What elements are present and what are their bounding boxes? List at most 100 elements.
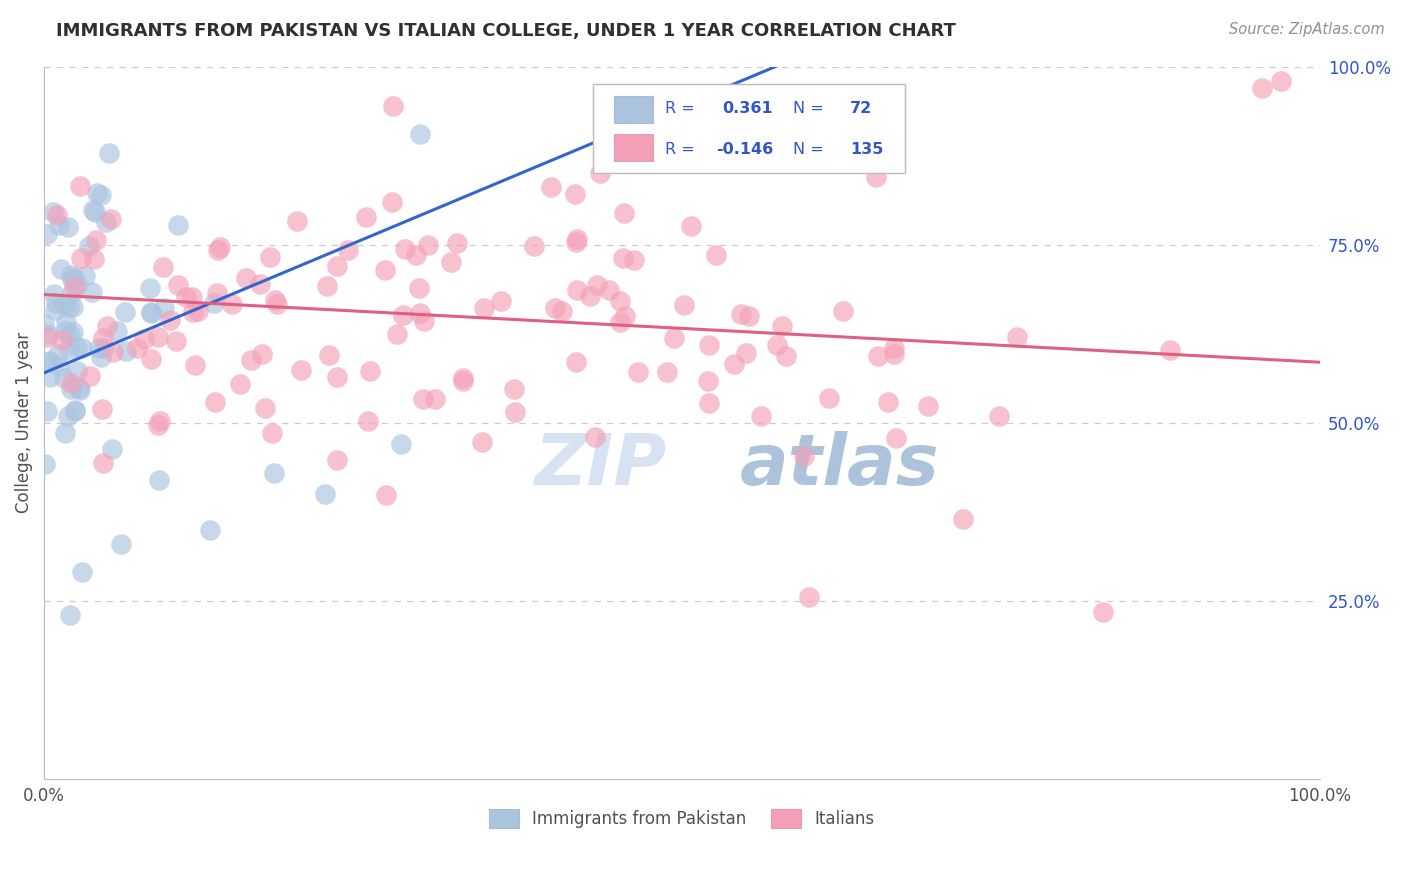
Point	[72, 566, 94, 580]
Point	[565, 283, 588, 297]
Point	[544, 301, 567, 316]
Point	[63, 403, 86, 417]
Point	[66, 364, 89, 378]
Point	[586, 278, 609, 293]
Point	[239, 352, 262, 367]
Point	[453, 371, 475, 385]
Point	[440, 254, 463, 268]
Point	[260, 425, 283, 440]
Point	[67, 381, 90, 395]
Point	[326, 370, 349, 384]
Text: IMMIGRANTS FROM PAKISTAN VS ITALIAN COLLEGE, UNDER 1 YEAR CORRELATION CHART: IMMIGRANTS FROM PAKISTAN VS ITALIAN COLL…	[56, 22, 956, 40]
Point	[56, 220, 79, 235]
Point	[883, 347, 905, 361]
Point	[472, 301, 495, 315]
Point	[46, 208, 69, 222]
Point	[44, 287, 66, 301]
Point	[357, 414, 380, 428]
Point	[139, 352, 162, 367]
Point	[738, 309, 761, 323]
Point	[90, 351, 112, 365]
Point	[565, 235, 588, 249]
Point	[60, 285, 83, 300]
Point	[318, 348, 340, 362]
Point	[75, 268, 97, 283]
Point	[326, 259, 349, 273]
Point	[58, 342, 80, 356]
Point	[69, 383, 91, 397]
Point	[817, 391, 839, 405]
Point	[39, 370, 62, 384]
Point	[832, 303, 855, 318]
Point	[374, 263, 396, 277]
Point	[392, 308, 415, 322]
Point	[613, 309, 636, 323]
Point	[627, 365, 650, 379]
Point	[37, 355, 59, 369]
Point	[589, 166, 612, 180]
Point	[141, 306, 163, 320]
Point	[775, 349, 797, 363]
Point	[540, 180, 562, 194]
Point	[91, 331, 114, 345]
Point	[148, 473, 170, 487]
Point	[53, 324, 76, 338]
Point	[207, 243, 229, 257]
Point	[70, 341, 93, 355]
Text: 72: 72	[851, 101, 873, 116]
Point	[662, 330, 685, 344]
Point	[730, 307, 752, 321]
Point	[354, 211, 377, 225]
Point	[48, 359, 70, 373]
Point	[39, 353, 62, 368]
Point	[285, 214, 308, 228]
Point	[884, 431, 907, 445]
Point	[876, 395, 898, 409]
Legend: Immigrants from Pakistan, Italians: Immigrants from Pakistan, Italians	[482, 802, 882, 835]
Text: -0.146: -0.146	[716, 142, 773, 157]
Point	[44, 302, 66, 317]
Point	[314, 487, 336, 501]
Y-axis label: College, Under 1 year: College, Under 1 year	[15, 332, 32, 513]
Point	[49, 262, 72, 277]
Point	[578, 289, 600, 303]
Point	[290, 363, 312, 377]
Point	[83, 252, 105, 266]
Point	[679, 219, 702, 233]
Point	[612, 251, 634, 265]
Point	[90, 401, 112, 416]
Point	[93, 341, 115, 355]
Point	[58, 300, 80, 314]
Point	[101, 345, 124, 359]
Point	[59, 328, 82, 343]
Point	[503, 383, 526, 397]
Point	[52, 296, 75, 310]
Point	[148, 418, 170, 433]
Point	[51, 333, 73, 347]
Point	[359, 364, 381, 378]
Point	[723, 357, 745, 371]
Text: N =: N =	[793, 101, 824, 116]
Point	[766, 338, 789, 352]
Point	[152, 260, 174, 274]
Point	[598, 283, 620, 297]
Bar	[614, 96, 652, 123]
Point	[413, 314, 436, 328]
Point	[389, 437, 412, 451]
Point	[60, 272, 83, 286]
Point	[405, 248, 427, 262]
Point	[174, 290, 197, 304]
Point	[149, 413, 172, 427]
Text: 135: 135	[851, 142, 883, 157]
Text: ZIP: ZIP	[536, 431, 668, 500]
Point	[446, 235, 468, 250]
Point	[259, 250, 281, 264]
Point	[90, 188, 112, 202]
Point	[453, 374, 475, 388]
Point	[100, 442, 122, 456]
Point	[165, 334, 187, 348]
Point	[63, 404, 86, 418]
Point	[697, 396, 720, 410]
Point	[793, 449, 815, 463]
Point	[208, 240, 231, 254]
